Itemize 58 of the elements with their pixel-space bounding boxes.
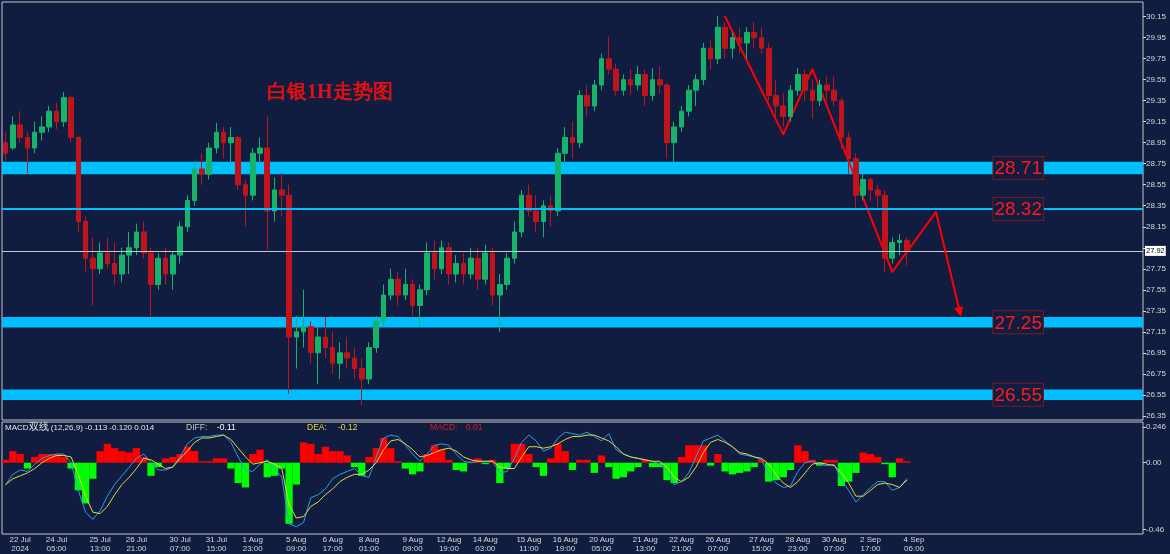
annotation: DEA: <box>307 422 327 432</box>
annotation: MACD双线 (12,26,9) -0.113 -0.120 0.014 <box>5 421 155 432</box>
x-tick-label: 22 Aug 21:00 <box>668 535 695 553</box>
y-tick-label: 29.15 <box>1146 117 1167 127</box>
x-tick-label: 12 Aug 19:00 <box>435 535 463 553</box>
band-label: 28.71 <box>994 157 1042 179</box>
x-tick-label: 9 Aug 09:00 <box>401 535 424 553</box>
y-tick-label: 28.75 <box>1146 159 1167 169</box>
y-tick-label: 0.00 <box>1146 458 1163 468</box>
y-tick-label: -0.46 <box>1146 525 1165 535</box>
x-tick-label: 30 Aug 07:00 <box>820 535 848 553</box>
x-tick-label: 28 Aug 23:00 <box>784 535 812 553</box>
x-tick-label: 16 Aug 19:00 <box>551 535 579 553</box>
x-tick-label: 2 Sep 17:00 <box>859 535 882 553</box>
x-tick-label: 24 Jul 05:00 <box>44 535 69 553</box>
y-tick-label: 29.55 <box>1146 75 1167 85</box>
y-tick-label: 30.15 <box>1146 12 1167 22</box>
x-tick-label: 6 Aug 17:00 <box>321 535 344 553</box>
y-tick-label: 26.75 <box>1146 369 1167 379</box>
y-tick-label: 29.75 <box>1146 54 1167 64</box>
y-tick-label: 29.95 <box>1146 33 1167 43</box>
band-label: 26.55 <box>994 384 1042 406</box>
x-tick-label: 4 Sep 06:00 <box>902 535 926 553</box>
y-tick-label: 29.35 <box>1146 96 1167 106</box>
y-tick-label: 28.35 <box>1146 201 1167 211</box>
band-label: 27.25 <box>994 311 1042 333</box>
y-tick-label: 28.95 <box>1146 138 1167 148</box>
text: 白银1H走势图 <box>267 80 393 102</box>
y-tick-label: 27.55 <box>1146 285 1167 295</box>
y-tick-label: 26.95 <box>1146 348 1167 358</box>
x-tick-label: 5 Aug 09:00 <box>285 535 308 553</box>
ref-line-label: 28.32 <box>994 198 1042 220</box>
y-tick-label: 26.35 <box>1146 411 1167 421</box>
x-tick-label: 26 Jul 21:00 <box>124 535 149 553</box>
y-tick-label: 27.35 <box>1146 306 1167 316</box>
x-tick-label: 27 Aug 15:00 <box>748 535 775 553</box>
annotation: MACD: <box>430 422 458 432</box>
y-tick-label: 0.246 <box>1146 422 1167 432</box>
x-tick-label: 8 Aug 01:00 <box>357 535 381 553</box>
annotation: DIFF: <box>186 422 208 432</box>
x-tick-label: 15 Aug 11:00 <box>515 535 543 553</box>
y-tick-label: 27.75 <box>1146 264 1167 274</box>
x-tick-label: 1 Aug 23:00 <box>241 535 264 553</box>
x-tick-label: 22 Jul 2024 <box>8 535 32 553</box>
x-tick-label: 20 Aug 05:00 <box>588 535 615 553</box>
annotation: -0.11 <box>217 422 236 432</box>
y-tick-label: 28.15 <box>1146 222 1167 232</box>
x-tick-label: 26 Aug 07:00 <box>704 535 732 553</box>
y-tick-label: 26.55 <box>1146 390 1167 400</box>
x-tick-label: 30 Jul 07:00 <box>168 535 192 553</box>
x-tick-label: 31 Jul 15:00 <box>204 535 229 553</box>
x-tick-label: 25 Jul 13:00 <box>88 535 112 553</box>
annotation: 0.01 <box>466 422 483 432</box>
x-tick-label: 21 Aug 13:00 <box>631 535 659 553</box>
x-tick-label: 14 Aug 03:00 <box>471 535 499 553</box>
y-tick-label: 28.55 <box>1146 180 1167 190</box>
y-tick-label: 27.15 <box>1146 327 1167 337</box>
annotation: -0.12 <box>338 422 358 432</box>
